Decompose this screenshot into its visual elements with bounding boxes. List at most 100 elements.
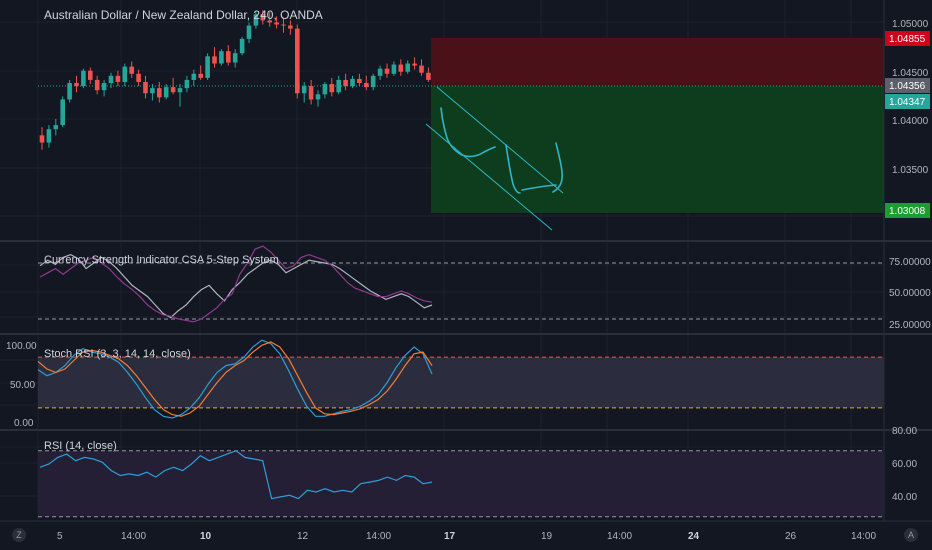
target-zone[interactable]: [431, 86, 884, 213]
candle-body: [308, 86, 314, 100]
candle-body: [412, 63, 417, 66]
candle-body: [295, 28, 300, 94]
price-tick: 1.05000: [892, 19, 929, 30]
candle-body: [157, 88, 162, 98]
brush-stroke-3[interactable]: [521, 184, 557, 191]
rsi-tick: 40.00: [892, 492, 917, 503]
candle-body: [205, 56, 210, 78]
time-tick: 24: [688, 531, 700, 542]
candle-body: [350, 78, 355, 87]
candle-body: [260, 14, 266, 21]
candle-body: [177, 88, 183, 93]
candle-body: [163, 87, 169, 98]
target-price-text: 1.03008: [889, 206, 926, 217]
candle-body: [212, 56, 217, 64]
candle-body: [336, 79, 341, 93]
auto-scale-button[interactable]: A: [904, 528, 918, 542]
zoom-corner-button[interactable]: Z: [12, 528, 26, 542]
current-price-text: 1.04356: [889, 81, 926, 92]
target-price-label: [885, 203, 930, 218]
candle-body: [191, 73, 197, 80]
candle-body: [226, 51, 231, 63]
time-tick: 26: [785, 531, 797, 542]
csa-tick: 50.00000: [889, 288, 931, 299]
stoch-title[interactable]: Stoch RSI (3, 3, 14, 14, close): [44, 348, 191, 360]
candle-body: [81, 70, 86, 87]
candle-body: [281, 24, 286, 26]
candle-body: [253, 14, 259, 26]
drawing-brush[interactable]: [440, 107, 563, 194]
candle-body: [239, 38, 245, 54]
chart-title[interactable]: Australian Dollar / New Zealand Dollar, …: [44, 8, 323, 22]
candle-body: [419, 65, 424, 73]
time-tick: 14:00: [607, 531, 632, 542]
indicator-series: [37, 245, 884, 518]
time-tick: 14:00: [121, 531, 146, 542]
candle-body: [115, 75, 121, 82]
time-tick: 12: [297, 531, 309, 542]
candle-body: [170, 87, 176, 93]
candle-body: [74, 83, 79, 87]
channel-upper-line[interactable]: [436, 86, 564, 194]
candle-body: [184, 79, 190, 89]
candle-body: [274, 22, 279, 25]
candle-body: [67, 83, 72, 100]
candle-body: [246, 25, 252, 39]
rsi-series-line: [39, 450, 433, 500]
rsi-band: [38, 450, 884, 517]
stoch-tick: 50.00: [10, 380, 35, 391]
entry-price-text: 1.04347: [889, 97, 926, 108]
brush-stroke-1[interactable]: [440, 107, 496, 158]
candle-body: [122, 66, 128, 82]
candle-body: [288, 25, 293, 29]
csa-tick: 75.00000: [889, 257, 931, 268]
stoch-band: [38, 357, 884, 408]
stop-price-label: [885, 31, 930, 46]
brush-stroke-4[interactable]: [552, 142, 563, 193]
indicator-axes[interactable]: 75.00000 50.00000 25.00000 100.00 50.00 …: [6, 257, 931, 503]
time-tick: 14:00: [366, 531, 391, 542]
time-tick: 5: [57, 531, 63, 542]
stop-zone[interactable]: [431, 38, 884, 86]
stoch-series-line: [37, 339, 433, 419]
candle-body: [426, 72, 431, 80]
candle-body: [94, 79, 100, 91]
candle-body: [301, 86, 307, 94]
rsi-title[interactable]: RSI (14, close): [44, 440, 117, 452]
price-axis[interactable]: 1.05000 1.04500 1.04000 1.03500 1.04855 …: [885, 19, 930, 218]
csa-tick: 25.00000: [889, 320, 931, 331]
candle-body: [198, 73, 203, 78]
channel-lower-line[interactable]: [425, 123, 553, 231]
candle-body: [267, 20, 272, 23]
candle-body: [315, 94, 321, 100]
price-tick: 1.04500: [892, 68, 929, 79]
rsi-tick: 60.00: [892, 459, 917, 470]
candlestick-series: [39, 10, 431, 150]
time-tick: 17: [444, 531, 456, 542]
candle-body: [150, 88, 155, 94]
candle-body: [53, 125, 59, 130]
candle-body: [143, 81, 148, 94]
price-tick: 1.04000: [892, 116, 929, 127]
candle-body: [232, 53, 238, 63]
csa-title[interactable]: Currency Strength Indicator CSA 5-Step S…: [44, 254, 279, 266]
current-price-label: [885, 78, 930, 93]
time-tick: 14:00: [851, 531, 876, 542]
candle-body: [101, 83, 107, 91]
candle-body: [405, 63, 410, 72]
time-axis[interactable]: 5 14:00 10 12 14:00 17 19 14:00 24 26 14…: [57, 531, 876, 542]
drawing-trend-channel[interactable]: [425, 86, 564, 231]
candle-body: [391, 64, 397, 74]
rsi-tick: 80.00: [892, 426, 917, 437]
brush-stroke-2[interactable]: [505, 144, 521, 194]
candle-body: [108, 75, 114, 84]
candle-body: [136, 73, 141, 82]
price-tick: 1.03500: [892, 165, 929, 176]
csa-series-line: [39, 245, 433, 323]
candle-body: [88, 70, 93, 80]
candle-body: [219, 51, 224, 64]
candle-body: [357, 78, 362, 84]
time-tick: 19: [541, 531, 553, 542]
